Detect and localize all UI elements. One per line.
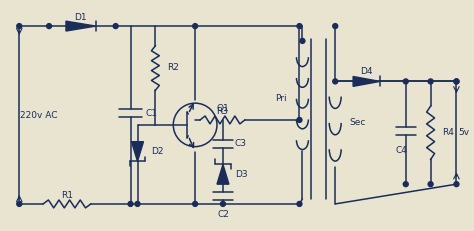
Circle shape: [454, 79, 459, 84]
Circle shape: [192, 24, 198, 29]
Text: D1: D1: [74, 13, 87, 22]
Text: C2: C2: [217, 210, 229, 219]
Polygon shape: [217, 164, 229, 184]
Circle shape: [403, 79, 408, 84]
Circle shape: [297, 24, 302, 29]
Circle shape: [220, 201, 226, 206]
Text: C3: C3: [235, 139, 247, 148]
Text: 5v: 5v: [458, 128, 470, 137]
Circle shape: [300, 38, 305, 43]
Text: R4: R4: [443, 128, 455, 137]
Circle shape: [17, 201, 22, 206]
Circle shape: [135, 201, 140, 206]
Circle shape: [428, 79, 433, 84]
Polygon shape: [353, 76, 380, 86]
Circle shape: [113, 24, 118, 29]
Circle shape: [297, 118, 302, 122]
Polygon shape: [132, 142, 144, 161]
Text: D3: D3: [235, 170, 247, 179]
Circle shape: [333, 24, 337, 29]
Text: C1: C1: [146, 109, 157, 118]
Circle shape: [403, 182, 408, 187]
Text: R1: R1: [61, 191, 73, 200]
Text: Sec: Sec: [349, 119, 365, 128]
Text: D4: D4: [360, 67, 373, 76]
Circle shape: [428, 182, 433, 187]
Text: R2: R2: [167, 63, 179, 72]
Circle shape: [297, 201, 302, 206]
Polygon shape: [66, 21, 96, 31]
Text: D2: D2: [151, 147, 164, 156]
Circle shape: [46, 24, 52, 29]
Text: Q1: Q1: [217, 103, 230, 112]
Circle shape: [192, 201, 198, 206]
Text: 220v AC: 220v AC: [20, 110, 58, 119]
Circle shape: [454, 79, 459, 84]
Text: C4: C4: [396, 146, 408, 155]
Circle shape: [454, 182, 459, 187]
Circle shape: [128, 201, 133, 206]
Text: R3: R3: [217, 106, 228, 116]
Circle shape: [333, 79, 337, 84]
Text: Pri: Pri: [275, 94, 287, 103]
Circle shape: [17, 24, 22, 29]
